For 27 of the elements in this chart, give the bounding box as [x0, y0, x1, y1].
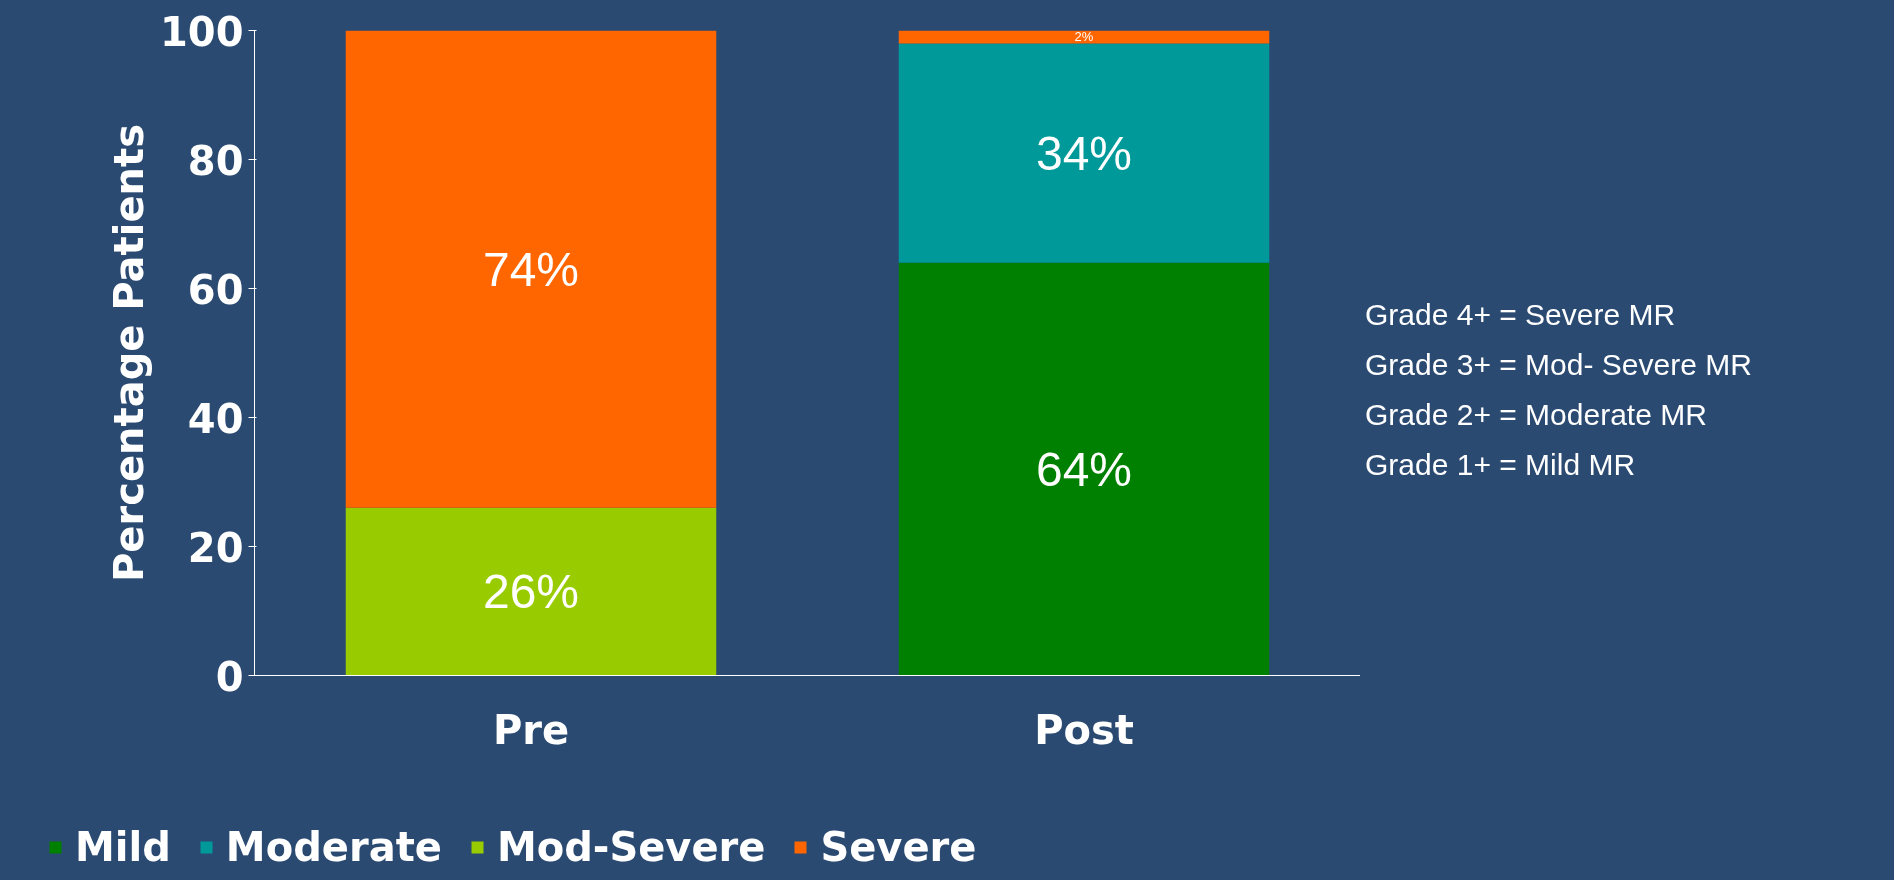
- legend-label: Mild: [75, 824, 171, 870]
- data-label: 26%: [482, 565, 580, 619]
- text: Grade 3+ = Mod- Severe MR: [1365, 348, 1752, 381]
- y-tick-label: 0: [215, 653, 244, 700]
- text: Grade 2+ = Moderate MR: [1365, 398, 1707, 431]
- x-tick-label: Pre: [492, 706, 570, 753]
- y-tick-label: 40: [187, 395, 244, 442]
- y-axis-title: Percentage Patients: [106, 124, 152, 582]
- y-tick-label: 80: [187, 137, 244, 184]
- bar: [345, 507, 717, 676]
- legend-label: Mod-Severe: [496, 824, 766, 870]
- text: Grade 1+ = Mild MR: [1365, 448, 1636, 481]
- bar: [898, 262, 1270, 676]
- y-tick-label: 100: [160, 8, 244, 55]
- data-label: 34%: [1035, 126, 1133, 180]
- legend-label: Moderate: [225, 824, 442, 870]
- data-label: 74%: [482, 242, 580, 296]
- bar: [345, 30, 717, 508]
- legend-label: Severe: [820, 824, 977, 870]
- bar: [898, 30, 1270, 44]
- x-tick-label: Post: [1034, 706, 1134, 753]
- y-tick-label: 20: [187, 524, 244, 571]
- y-tick-label: 60: [187, 266, 244, 313]
- bar: [898, 43, 1270, 263]
- data-label: 2%: [1074, 29, 1094, 45]
- text: Grade 4+ = Severe MR: [1365, 298, 1676, 331]
- data-label: 64%: [1035, 442, 1133, 496]
